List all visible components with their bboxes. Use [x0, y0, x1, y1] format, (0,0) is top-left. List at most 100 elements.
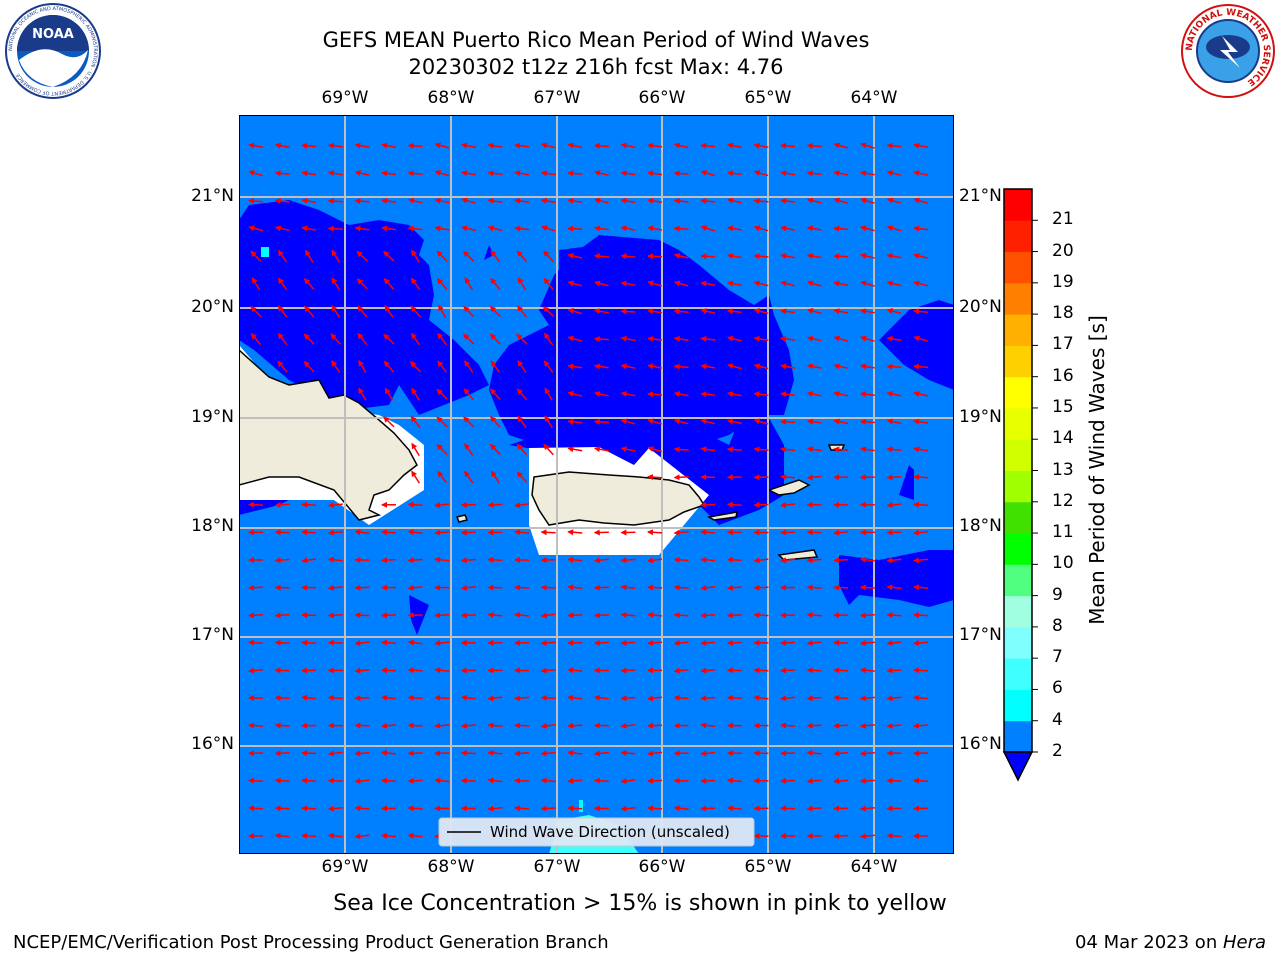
wind-wave-arrow	[806, 170, 822, 177]
wind-wave-arrow	[593, 639, 609, 646]
lon-label-bottom: 65°W	[744, 857, 792, 877]
wind-wave-arrow	[700, 253, 716, 260]
colorbar-band	[1004, 595, 1032, 628]
wind-wave-arrow	[753, 418, 769, 425]
wind-wave-arrow	[381, 749, 397, 756]
wind-wave-arrow	[301, 170, 317, 177]
wind-wave-arrow	[806, 640, 822, 646]
wind-wave-arrow	[726, 391, 742, 398]
wind-wave-arrow	[700, 446, 716, 453]
vieques-island	[706, 511, 738, 521]
wind-wave-arrow	[381, 225, 397, 232]
wind-wave-arrow	[489, 388, 501, 401]
wind-wave-arrow	[487, 142, 503, 149]
colorbar-tick-label: 7	[1052, 647, 1063, 668]
wind-wave-arrow	[277, 305, 288, 318]
wind-wave-arrow	[487, 722, 503, 729]
wind-wave-arrow	[487, 750, 503, 756]
wind-wave-arrow	[327, 502, 343, 508]
wind-wave-arrow	[620, 584, 636, 591]
wind-wave-arrow	[514, 695, 530, 702]
wind-wave-arrow	[833, 197, 849, 204]
wind-wave-arrow	[517, 277, 527, 291]
wind-wave-arrow	[407, 750, 423, 757]
wind-wave-arrow	[540, 142, 556, 149]
wind-wave-arrow	[859, 722, 875, 729]
wind-wave-arrow	[410, 305, 421, 318]
wind-wave-arrow	[516, 388, 528, 401]
wind-wave-arrow	[859, 170, 875, 177]
wind-wave-arrow	[274, 722, 290, 729]
wind-wave-arrow	[356, 278, 368, 290]
lon-label-top: 64°W	[850, 88, 898, 108]
wind-wave-arrow	[753, 446, 769, 453]
wind-wave-arrow	[487, 556, 503, 563]
wind-wave-arrow	[647, 391, 663, 398]
lon-label-bottom: 67°W	[533, 857, 581, 877]
wind-wave-arrow	[647, 722, 663, 729]
wind-wave-arrow	[886, 502, 902, 509]
wind-wave-arrow	[620, 418, 636, 425]
wind-wave-arrow	[381, 170, 396, 177]
wind-wave-arrow	[434, 722, 450, 729]
colorbar-tick-label: 14	[1052, 428, 1074, 449]
wind-wave-arrow	[301, 805, 317, 812]
wind-wave-arrow	[460, 612, 476, 619]
wind-wave-arrow	[859, 612, 875, 619]
wind-wave-arrow	[487, 501, 503, 508]
wind-wave-arrow	[753, 225, 769, 232]
wind-wave-arrow	[833, 280, 849, 287]
wind-wave-arrow	[859, 750, 875, 757]
wind-wave-arrow	[726, 446, 742, 453]
wind-wave-arrow	[354, 142, 370, 149]
colorbar	[1002, 188, 1038, 782]
wind-wave-arrow	[434, 225, 450, 232]
colorbar-tick-label: 8	[1052, 615, 1063, 636]
wind-wave-arrow	[407, 529, 423, 536]
wind-wave-arrow	[248, 722, 264, 729]
wind-wave-arrow	[544, 387, 553, 401]
colorbar-band	[1004, 564, 1032, 597]
wind-wave-arrow	[833, 253, 849, 260]
wind-wave-arrow	[354, 170, 370, 177]
wind-wave-arrow	[726, 556, 742, 563]
wind-wave-arrow	[301, 529, 317, 536]
wind-wave-arrow	[700, 584, 716, 591]
wind-wave-arrow	[543, 360, 554, 373]
wind-wave-arrow	[248, 142, 264, 149]
wind-wave-arrow	[860, 225, 875, 232]
wind-wave-arrow	[540, 529, 556, 536]
colorbar-under-arrow	[1002, 751, 1034, 782]
wind-wave-arrow	[567, 584, 583, 591]
colorbar-band	[1004, 626, 1032, 659]
wind-wave-arrow	[407, 832, 423, 839]
wind-wave-arrow	[780, 363, 796, 370]
colorbar-band	[1004, 314, 1032, 346]
wind-wave-arrow	[434, 529, 450, 536]
lat-label-left: 18°N	[191, 516, 234, 536]
wind-wave-arrow	[327, 170, 343, 177]
wind-wave-arrow	[726, 253, 742, 260]
wind-wave-arrow	[833, 667, 849, 674]
wind-wave-arrow	[673, 253, 689, 259]
wind-wave-arrow	[806, 308, 822, 315]
wind-wave-arrow	[753, 335, 769, 342]
wind-wave-arrow	[833, 308, 849, 315]
wind-wave-arrow	[407, 557, 423, 564]
wind-wave-arrow	[833, 418, 849, 425]
wind-wave-arrow	[780, 529, 796, 536]
lon-label-top: 67°W	[533, 88, 581, 108]
wind-wave-arrow	[410, 415, 421, 428]
wind-wave-arrow	[753, 501, 769, 508]
wind-wave-arrow	[700, 418, 716, 425]
wind-wave-arrow	[434, 502, 450, 509]
wind-wave-arrow	[516, 333, 528, 345]
wind-wave-arrow	[354, 225, 370, 232]
wind-wave-arrow	[274, 170, 290, 177]
wind-wave-arrow	[647, 529, 663, 536]
wind-wave-arrow	[514, 170, 530, 177]
wind-wave-arrow	[833, 170, 849, 177]
wind-wave-arrow	[593, 363, 609, 370]
wind-wave-arrow	[913, 612, 929, 619]
wind-wave-arrow	[620, 197, 636, 204]
